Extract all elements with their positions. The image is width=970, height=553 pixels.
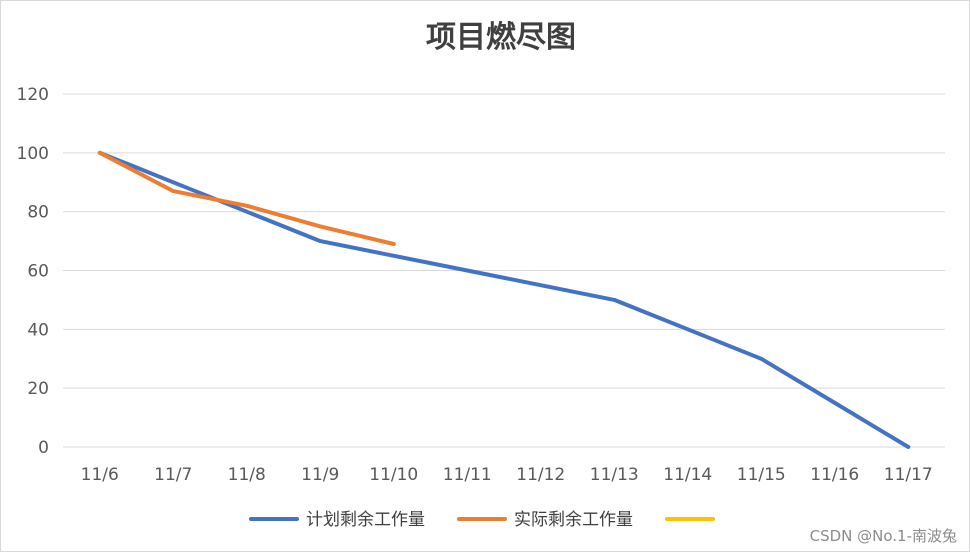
x-tick-label: 11/7 [154,465,192,485]
series-lines [97,150,911,449]
y-tick-label: 40 [27,320,49,340]
y-tick-label: 100 [17,144,49,164]
x-tick-label: 11/8 [228,465,266,485]
x-axis-ticks: 11/6 11/7 11/8 11/9 11/10 11/11 11/12 11/13 11/1… [81,465,933,485]
x-tick-label: 11/12 [516,465,565,485]
x-tick-label: 11/17 [884,465,933,485]
y-tick-label: 120 [17,85,49,105]
x-tick-label: 11/16 [810,465,859,485]
legend-label-0: 计划剩余工作量 [306,510,425,530]
x-tick-label: 11/9 [301,465,339,485]
gridlines [63,93,945,448]
x-tick-label: 11/15 [737,465,786,485]
series-line-0 [97,150,911,449]
x-tick-label: 11/10 [369,465,418,485]
y-tick-label: 80 [27,203,49,223]
chart-title: 项目燃尽图 [426,20,576,55]
y-tick-label: 20 [27,379,49,399]
x-tick-label: 11/6 [81,465,119,485]
series-line-1 [97,150,396,246]
y-tick-label: 60 [27,262,49,282]
legend: 计划剩余工作量 实际剩余工作量 [249,510,715,530]
x-tick-label: 11/13 [590,465,639,485]
y-tick-label: 0 [38,438,49,458]
x-tick-label: 11/11 [443,465,492,485]
y-axis-ticks: 0 20 40 60 80 100 120 [17,85,49,458]
legend-label-1: 实际剩余工作量 [514,510,633,530]
watermark-text: CSDN @No.1-南波兔 [810,527,957,545]
x-tick-label: 11/14 [663,465,712,485]
